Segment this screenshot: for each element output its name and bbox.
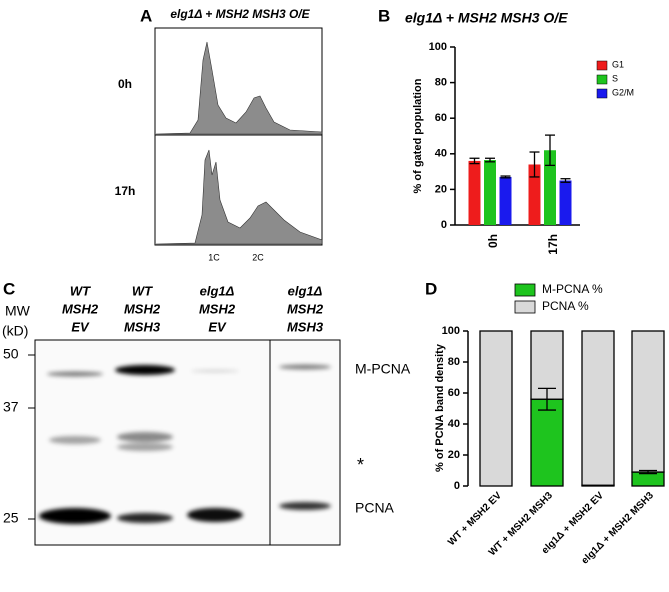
row-label: 17h [115,184,136,198]
lane-label: WT [70,283,91,298]
lane-label: MSH3 [287,319,324,334]
legend-label: G1 [612,59,624,69]
y-tick-label: 0 [441,219,447,231]
bar [544,150,556,225]
x-label: 2C [252,252,264,262]
y-tick-label: 80 [448,356,460,368]
blot-band [187,508,243,522]
legend-swatch [596,88,608,99]
blot-band [279,364,331,370]
x-label: 1C [208,252,220,262]
bar [468,160,481,225]
y-axis-label: % of gated population [412,78,424,193]
lane-label: MSH2 [199,301,236,316]
y-tick-label: 0 [454,480,460,492]
legend-label: M-PCNA % [542,282,603,296]
legend-label: PCNA % [542,299,589,313]
panel-label: B [378,6,390,25]
blot-band [39,508,111,524]
mw-marker: 25 [3,510,19,526]
y-tick-label: 60 [448,387,460,399]
lane-label: EV [208,319,227,334]
chart-title: elg1Δ + MSH2 MSH3 O/E [405,10,568,26]
legend-swatch [596,74,608,85]
lane-label: MSH3 [124,319,161,334]
legend-swatch [596,60,608,71]
y-tick-label: 40 [435,148,447,160]
bar [528,164,541,225]
x-tick-label: WT + MSH2 EV [446,490,504,548]
histogram [155,41,323,135]
bar-segment [581,330,615,486]
mw-marker: 37 [3,399,19,415]
lane-label: MSH2 [62,301,99,316]
mw-label: MW [5,303,31,319]
panel-label: C [3,279,15,298]
legend-label: S [612,73,618,83]
legend-swatch [514,283,536,297]
band-label: M-PCNA [355,361,411,377]
blot-band [47,371,103,377]
blot-band [117,432,173,442]
lane-label: elg1Δ [288,283,323,298]
blot-band [49,436,101,444]
lane-label: WT [132,283,153,298]
bar-segment [479,330,513,487]
panel-label: D [425,279,437,298]
bar-segment [631,330,665,473]
lane-label: EV [71,319,90,334]
blot-band [117,443,173,451]
lane-label: MSH2 [124,301,161,316]
panel-label: A [140,6,152,25]
panel-title: elg1Δ + MSH2 MSH3 O/E [170,7,310,21]
histogram [155,149,323,245]
y-tick-label: 40 [448,418,460,430]
bar-segment [530,398,564,487]
bar [559,180,572,225]
y-tick-label: 100 [442,325,460,337]
x-tick-label: 0h [486,234,500,248]
y-tick-label: 80 [435,77,447,89]
blot-band [191,369,239,373]
blot-band [115,365,175,375]
y-axis-label: % of PCNA band density [434,343,446,472]
legend-label: G2/M [612,87,634,97]
legend-swatch [514,300,536,314]
bar [499,176,512,225]
bar [484,160,496,225]
histogram-frame [154,27,323,246]
y-tick-label: 20 [448,449,460,461]
band-label: * [357,455,364,475]
x-tick-label: 17h [546,234,560,255]
lane-label: elg1Δ [200,283,235,298]
blot-band [279,502,331,510]
y-tick-label: 100 [429,41,447,53]
mw-label: (kD) [2,323,28,339]
lane-label: MSH2 [287,301,324,316]
y-tick-label: 60 [435,112,447,124]
row-label: 0h [118,77,132,91]
mw-marker: 50 [3,346,19,362]
blot-band [117,513,173,523]
y-tick-label: 20 [435,183,447,195]
band-label: PCNA [355,500,395,516]
